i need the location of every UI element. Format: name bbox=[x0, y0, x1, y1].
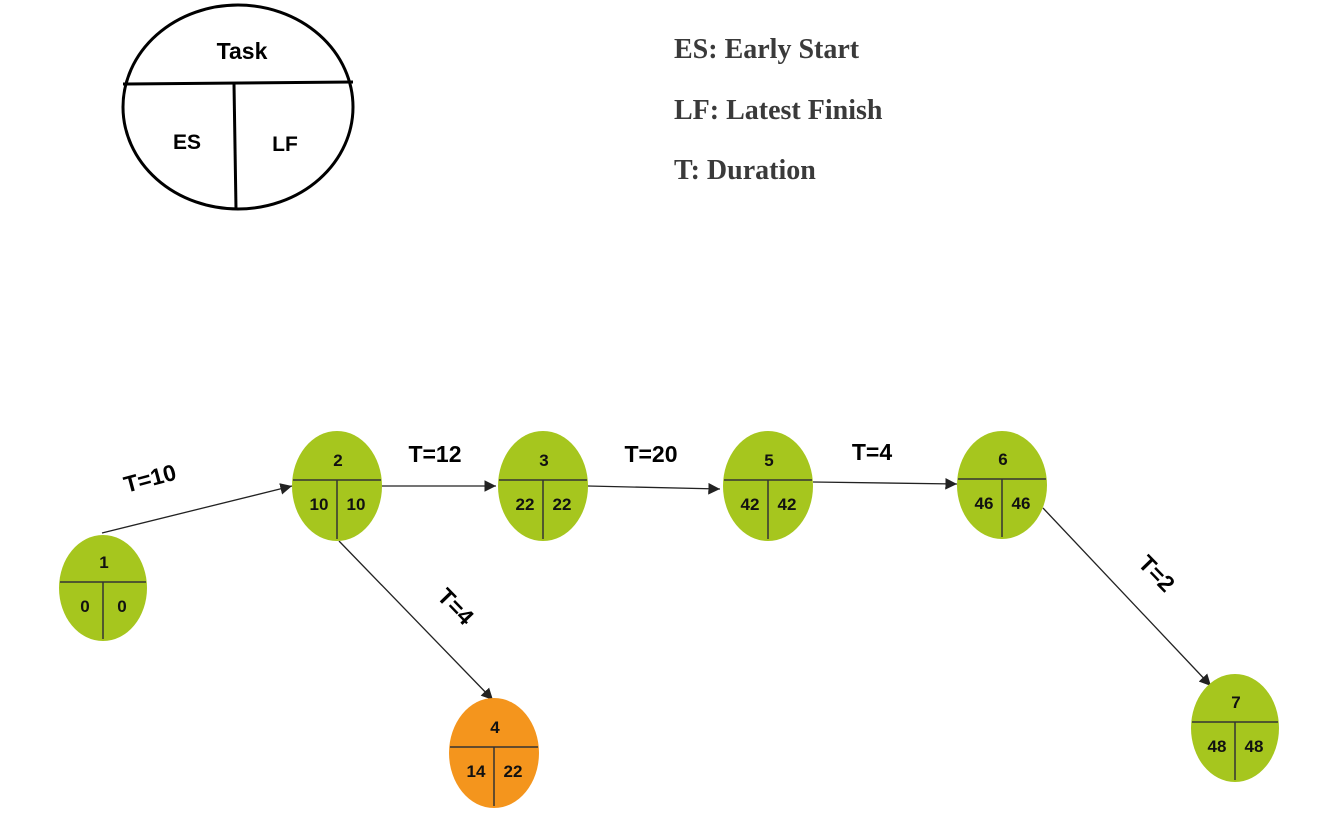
node-lf-value: 0 bbox=[117, 597, 126, 616]
key-es-label: ES bbox=[173, 131, 201, 154]
key-lf-label: LF bbox=[272, 133, 298, 156]
edge-duration-label: T=2 bbox=[1133, 550, 1180, 597]
node-5: 5 42 42 bbox=[723, 431, 813, 541]
node-es-value: 46 bbox=[975, 494, 994, 513]
node-6: 6 46 46 bbox=[957, 431, 1047, 539]
key-task-label: Task bbox=[217, 38, 268, 64]
node-task-id: 3 bbox=[539, 451, 548, 470]
node-task-id: 2 bbox=[333, 451, 342, 470]
node-es-value: 48 bbox=[1208, 737, 1227, 756]
node-1: 1 0 0 bbox=[59, 535, 147, 641]
node-2: 2 10 10 bbox=[292, 431, 382, 541]
node-es-value: 14 bbox=[467, 762, 486, 781]
edge-6-7: T=2 bbox=[1042, 507, 1212, 687]
edge-arrow bbox=[812, 477, 958, 490]
edge-2-4: T=4 bbox=[338, 540, 494, 701]
node-task-id: 7 bbox=[1231, 693, 1240, 712]
node-task-id: 1 bbox=[99, 553, 108, 572]
edge-duration-label: T=10 bbox=[121, 459, 179, 498]
node-task-id: 6 bbox=[998, 450, 1007, 469]
node-7: 7 48 48 bbox=[1191, 674, 1279, 782]
node-3: 3 22 22 bbox=[498, 431, 588, 541]
edge-duration-label: T=4 bbox=[852, 439, 892, 465]
node-es-value: 0 bbox=[80, 597, 89, 616]
edge-3-5: T=20 bbox=[587, 441, 721, 495]
key-node-outline bbox=[121, 3, 355, 211]
edge-arrow bbox=[101, 483, 293, 534]
key-node-divider-vertical bbox=[232, 83, 238, 210]
key-node: Task ES LF bbox=[121, 3, 355, 211]
edge-1-2: T=10 bbox=[101, 459, 293, 534]
edge-2-3: T=12 bbox=[381, 441, 496, 492]
legend-t: T: Duration bbox=[674, 155, 816, 186]
node-lf-value: 46 bbox=[1012, 494, 1031, 513]
edge-arrow bbox=[338, 540, 494, 701]
node-es-value: 42 bbox=[741, 495, 760, 514]
node-task-id: 4 bbox=[490, 718, 500, 737]
edge-arrow bbox=[587, 482, 721, 495]
node-lf-value: 48 bbox=[1245, 737, 1264, 756]
edge-duration-label: T=12 bbox=[408, 441, 461, 467]
node-task-id: 5 bbox=[764, 451, 773, 470]
legend-lf: LF: Latest Finish bbox=[674, 95, 883, 126]
node-es-value: 22 bbox=[516, 495, 535, 514]
node-lf-value: 10 bbox=[347, 495, 366, 514]
edge-arrow bbox=[1042, 507, 1212, 687]
node-es-value: 10 bbox=[310, 495, 329, 514]
node-4: 4 14 22 bbox=[449, 698, 539, 808]
edge-duration-label: T=4 bbox=[432, 583, 479, 630]
node-lf-value: 42 bbox=[778, 495, 797, 514]
key-node-divider-horizontal bbox=[122, 80, 354, 86]
node-lf-value: 22 bbox=[553, 495, 572, 514]
legend: ES: Early Start LF: Latest Finish T: Dur… bbox=[674, 34, 883, 186]
edge-duration-label: T=20 bbox=[624, 441, 677, 467]
node-lf-value: 22 bbox=[504, 762, 523, 781]
edge-5-6: T=4 bbox=[812, 439, 958, 490]
legend-es: ES: Early Start bbox=[674, 34, 860, 65]
